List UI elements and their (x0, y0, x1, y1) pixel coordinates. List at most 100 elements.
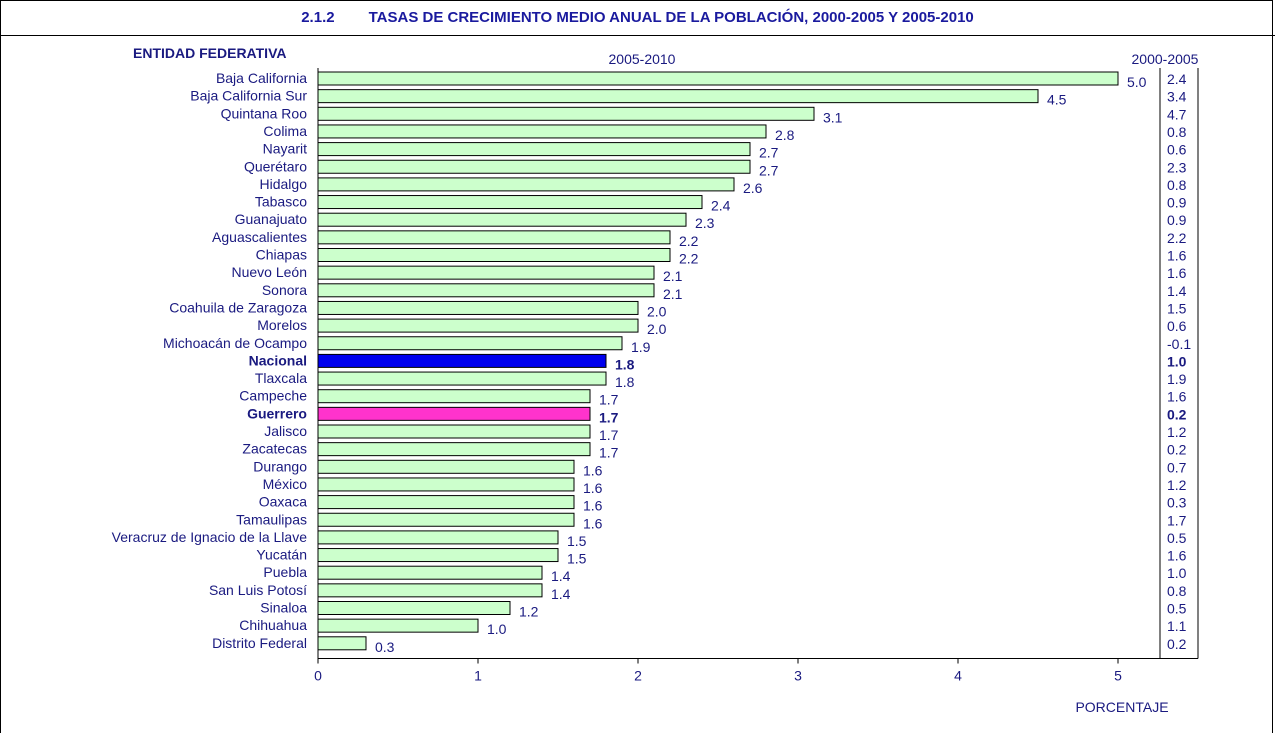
side-column-value: 1.1 (1167, 618, 1187, 634)
side-column-value: 0.6 (1167, 142, 1187, 158)
side-column-value: 2.3 (1167, 159, 1187, 175)
bar (317, 601, 511, 615)
side-column-value: 1.5 (1167, 300, 1187, 316)
side-column-value: 1.7 (1167, 512, 1187, 528)
side-column-value: 2.2 (1167, 230, 1187, 246)
category-label: Zacatecas (242, 441, 307, 457)
title-number: 2.1.2 (301, 9, 335, 26)
side-column-value: 0.6 (1167, 318, 1187, 334)
bar-value-label: 2.2 (679, 233, 699, 249)
side-column-value: 1.9 (1167, 371, 1187, 387)
category-label: Tabasco (255, 194, 307, 210)
x-tick-label: 3 (794, 667, 802, 683)
bar (317, 459, 575, 474)
bar (317, 300, 639, 315)
bar (317, 318, 639, 333)
category-label: Nuevo León (231, 264, 307, 280)
side-column-value: -0.1 (1167, 336, 1191, 352)
bar-value-label: 1.6 (583, 462, 603, 478)
bar-value-label: 1.0 (487, 621, 507, 637)
series-header: 2005-2010 (609, 51, 676, 67)
side-column-value: 1.6 (1167, 389, 1187, 405)
bar (317, 195, 703, 210)
x-tick-label: 1 (474, 667, 482, 683)
category-label: Durango (253, 458, 307, 474)
title-bar: 2.1.2 TASAS DE CRECIMIENTO MEDIO ANUAL D… (0, 0, 1275, 36)
side-column-value: 0.5 (1167, 530, 1187, 546)
bar (317, 283, 655, 298)
bar (317, 583, 543, 598)
side-column-value: 1.6 (1167, 548, 1187, 564)
side-column-header: 2000-2005 (1132, 51, 1199, 67)
category-label: Quintana Roo (221, 105, 308, 121)
x-tick-label: 2 (634, 667, 642, 683)
bar (317, 530, 559, 545)
bar (317, 406, 591, 421)
bar-value-label: 2.7 (759, 145, 779, 161)
category-label: Tamaulipas (236, 511, 307, 527)
category-label: Sinaloa (260, 600, 307, 616)
x-tick-label: 4 (954, 667, 962, 683)
bar (317, 212, 687, 227)
bar-value-label: 2.6 (743, 180, 763, 196)
bar-value-label: 4.5 (1047, 92, 1067, 108)
side-column-value: 0.9 (1167, 195, 1187, 211)
category-label: Yucatán (256, 547, 307, 563)
side-column-value: 1.6 (1167, 248, 1187, 264)
bar-value-label: 2.7 (759, 162, 779, 178)
bar-value-label: 2.0 (647, 303, 667, 319)
side-column-value: 0.2 (1167, 406, 1187, 422)
side-column-value: 1.4 (1167, 283, 1187, 299)
bar-value-label: 2.1 (663, 286, 683, 302)
bar (317, 389, 591, 404)
bar-value-label: 2.3 (695, 215, 715, 231)
category-label: Hidalgo (260, 176, 308, 192)
bar-value-label: 2.2 (679, 251, 699, 267)
category-label: Baja California (216, 70, 307, 86)
bar (317, 636, 367, 651)
x-tick-label: 0 (314, 667, 322, 683)
category-header: ENTIDAD FEDERATIVA (133, 45, 286, 61)
bar (317, 336, 623, 351)
side-column-value: 0.7 (1167, 459, 1187, 475)
category-label: México (263, 476, 308, 492)
bar (317, 477, 575, 492)
category-label: Oaxaca (259, 494, 307, 510)
x-axis-label: PORCENTAJE (1075, 699, 1168, 715)
bar-value-label: 5.0 (1127, 74, 1147, 90)
side-column-value: 0.8 (1167, 583, 1187, 599)
side-column-value: 3.4 (1167, 89, 1187, 105)
side-column-value: 0.9 (1167, 212, 1187, 228)
bar (317, 353, 607, 368)
bar (317, 106, 815, 121)
category-label: Tlaxcala (255, 370, 307, 386)
category-label: Chiapas (256, 247, 307, 263)
bar-value-label: 1.2 (519, 604, 539, 620)
side-column-value: 0.8 (1167, 177, 1187, 193)
side-column-value: 1.2 (1167, 424, 1187, 440)
bar-value-label: 0.3 (375, 639, 395, 655)
bar-value-label: 1.6 (583, 498, 603, 514)
side-column-value: 0.3 (1167, 495, 1187, 511)
category-label: Puebla (263, 564, 307, 580)
bar (317, 177, 735, 192)
side-column-value: 0.2 (1167, 442, 1187, 458)
side-column-value: 0.2 (1167, 636, 1187, 652)
bar (317, 565, 543, 580)
bar (317, 89, 1039, 104)
bar (317, 124, 767, 139)
category-label: Nayarit (263, 141, 307, 157)
category-label: Campeche (239, 388, 307, 404)
bar-value-label: 1.6 (583, 480, 603, 496)
side-column-value: 1.2 (1167, 477, 1187, 493)
bar-value-label: 2.1 (663, 268, 683, 284)
category-label: Veracruz de Ignacio de la Llave (112, 529, 308, 545)
bar (317, 442, 591, 457)
side-column-value: 1.6 (1167, 265, 1187, 281)
bar-value-label: 1.8 (615, 374, 635, 390)
category-label: Colima (263, 123, 307, 139)
bar (317, 142, 751, 157)
bar-value-label: 1.7 (599, 427, 619, 443)
bar (317, 548, 559, 563)
